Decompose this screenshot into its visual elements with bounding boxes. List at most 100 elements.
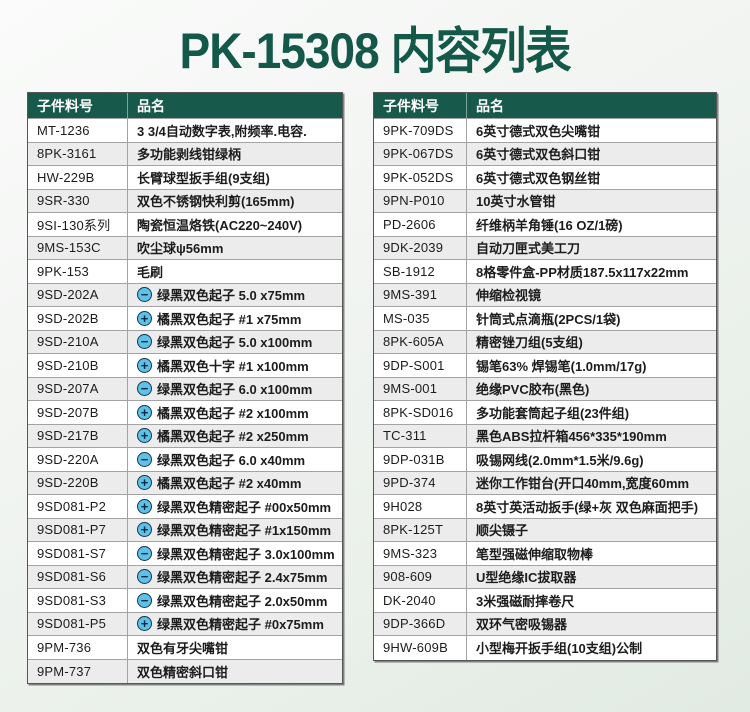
- product-name-text: 小型梅开扳手组(10支组)公制: [476, 641, 643, 657]
- product-name-text: 绿黑双色精密起子 #1x150mm: [157, 523, 332, 539]
- part-number: 9SR-330: [28, 189, 128, 212]
- table-row: 9DK-2039 自动刀匣式美工刀: [374, 236, 716, 260]
- part-number: 9HW-609B: [374, 636, 467, 660]
- part-number: 9DP-366D: [374, 612, 467, 635]
- product-name: 吸锡网线(2.0mm*1.5米/9.6g): [467, 448, 716, 471]
- product-name: 针筒式点滴瓶(2PCS/1袋): [467, 307, 716, 330]
- table-row: 9MS-001 绝缘PVC胶布(黑色): [374, 377, 716, 401]
- product-name: 绝缘PVC胶布(黑色): [467, 378, 716, 401]
- product-name: 8英寸英活动扳手(绿+灰 双色麻面把手): [467, 495, 716, 518]
- part-number: 9MS-001: [374, 377, 467, 400]
- product-name-text: 橘黑双色起子 #1 x75mm: [157, 311, 302, 327]
- table-row: SB-1912 8格零件盒-PP材质187.5x117x22mm: [374, 260, 716, 284]
- product-name: 双色不锈钢快利剪(165mm): [128, 190, 342, 213]
- product-name-text: 6英寸德式双色尖嘴钳: [476, 123, 601, 139]
- plus-icon: +: [137, 616, 152, 632]
- product-name: 10英寸水管钳: [467, 190, 716, 213]
- part-number: 9PK-067DS: [374, 142, 467, 165]
- product-name-text: 橘黑双色起子 #2 x250mm: [157, 429, 309, 445]
- product-name-text: 绿黑双色起子 6.0 x40mm: [157, 452, 306, 468]
- table-row: 9MS-391 伸缩检视镜: [374, 283, 716, 307]
- product-name-text: U型绝缘IC拔取器: [476, 570, 577, 586]
- product-name-text: 绿黑双色起子 5.0 x100mm: [157, 335, 313, 351]
- product-name: 3米强磁耐摔卷尺: [467, 589, 716, 612]
- table-body: MT-1236 3 3/4自动数字表,附频率.电容. 8PK-3161 多功能剥…: [28, 119, 342, 683]
- product-name-text: 绝缘PVC胶布(黑色): [476, 382, 590, 398]
- product-name-text: 绿黑双色起子 5.0 x75mm: [157, 288, 306, 304]
- table-row: 9SD081-S3 − 绿黑双色精密起子 2.0x50mm: [28, 589, 342, 613]
- product-name-text: 绿黑双色起子 6.0 x100mm: [157, 382, 313, 398]
- product-name: 陶瓷恒温烙铁(AC220~240V): [128, 213, 342, 236]
- table-row: MS-035 针筒式点滴瓶(2PCS/1袋): [374, 307, 716, 331]
- part-number: 9SD-210B: [28, 354, 128, 377]
- product-name-text: 自动刀匣式美工刀: [476, 241, 581, 257]
- part-number: 9SD081-P7: [28, 518, 128, 541]
- product-name-text: 针筒式点滴瓶(2PCS/1袋): [476, 311, 621, 327]
- table-row: 9DP-031B 吸锡网线(2.0mm*1.5米/9.6g): [374, 448, 716, 472]
- product-name-text: 3 3/4自动数字表,附频率.电容.: [137, 123, 307, 139]
- table-row: 9SD-202A − 绿黑双色起子 5.0 x75mm: [28, 283, 342, 307]
- product-name: + 橘黑双色十字 #1 x100mm: [128, 354, 342, 377]
- part-number: MT-1236: [28, 119, 128, 142]
- part-number: MS-035: [374, 307, 467, 330]
- product-name: − 绿黑双色精密起子 2.4x75mm: [128, 566, 342, 589]
- product-name: + 橘黑双色起子 #2 x40mm: [128, 472, 342, 495]
- table-row: 9DP-S001 锡笔63% 焊锡笔(1.0mm/17g): [374, 354, 716, 378]
- part-number: 9SD-207B: [28, 401, 128, 424]
- part-number: 9PK-052DS: [374, 166, 467, 189]
- table-row: 9DP-366D 双环气密吸锡器: [374, 612, 716, 636]
- table-row: 9SD-220A − 绿黑双色起子 6.0 x40mm: [28, 448, 342, 472]
- part-number: 9MS-391: [374, 283, 467, 306]
- table-row: 9SR-330 双色不锈钢快利剪(165mm): [28, 189, 342, 213]
- product-name: 毛刷: [128, 260, 342, 283]
- plus-icon: +: [137, 428, 152, 444]
- table-row: 9SI-130系列 陶瓷恒温烙铁(AC220~240V): [28, 213, 342, 237]
- table-row: 9SD-207A − 绿黑双色起子 6.0 x100mm: [28, 377, 342, 401]
- table-row: 9PM-736 双色有牙尖嘴钳: [28, 636, 342, 660]
- product-name-text: 绿黑双色精密起子 3.0x100mm: [157, 546, 335, 562]
- product-name: 锡笔63% 焊锡笔(1.0mm/17g): [467, 354, 716, 377]
- part-number: 9DP-031B: [374, 448, 467, 471]
- minus-icon: −: [137, 451, 152, 467]
- table-row: 9PN-P010 10英寸水管钳: [374, 189, 716, 213]
- product-name-text: 多功能剥线钳绿柄: [137, 147, 242, 163]
- part-number: 9SD-210A: [28, 330, 128, 353]
- table-row: 9SD081-S6 − 绿黑双色精密起子 2.4x75mm: [28, 565, 342, 589]
- product-name-text: 6英寸德式双色钢丝钳: [476, 170, 601, 186]
- part-number: 9PM-737: [28, 659, 128, 683]
- product-name-text: 橘黑双色十字 #1 x100mm: [157, 358, 309, 374]
- table-row: 9PK-709DS 6英寸德式双色尖嘴钳: [374, 119, 716, 143]
- table-header: 子件料号 品名: [374, 93, 716, 119]
- part-number: 9PD-374: [374, 471, 467, 494]
- product-name: − 绿黑双色精密起子 3.0x100mm: [128, 542, 342, 565]
- product-name-text: 纤维柄羊角锤(16 OZ/1磅): [476, 217, 623, 233]
- parts-table-left: 子件料号 品名 MT-1236 3 3/4自动数字表,附频率.电容. 8PK-3…: [27, 92, 343, 684]
- minus-icon: −: [137, 592, 152, 608]
- table-row: PD-2606 纤维柄羊角锤(16 OZ/1磅): [374, 213, 716, 237]
- minus-icon: −: [137, 287, 152, 303]
- product-name: 双色有牙尖嘴钳: [128, 636, 342, 659]
- part-number: 8PK-SD016: [374, 401, 467, 424]
- product-name: + 绿黑双色精密起子 #00x50mm: [128, 495, 342, 518]
- plus-icon: +: [137, 404, 152, 420]
- product-name: 小型梅开扳手组(10支组)公制: [467, 636, 716, 660]
- table-row: 9SD-217B + 橘黑双色起子 #2 x250mm: [28, 424, 342, 448]
- product-name: + 橘黑双色起子 #2 x250mm: [128, 425, 342, 448]
- product-name-text: 笔型强磁伸缩取物棒: [476, 546, 594, 562]
- part-number: 9SI-130系列: [28, 213, 128, 236]
- part-number: PD-2606: [374, 213, 467, 236]
- table-row: 9PK-153 毛刷: [28, 260, 342, 284]
- product-name: 迷你工作钳台(开口40mm,宽度60mm: [467, 472, 716, 495]
- table-row: 9SD-210B + 橘黑双色十字 #1 x100mm: [28, 354, 342, 378]
- product-name: + 绿黑双色精密起子 #1x150mm: [128, 519, 342, 542]
- product-name: 多功能套筒起子组(23件组): [467, 401, 716, 424]
- product-name-text: 双环气密吸锡器: [476, 617, 568, 633]
- product-name-text: 3米强磁耐摔卷尺: [476, 593, 575, 609]
- part-number: 9SD081-S3: [28, 589, 128, 612]
- product-name: − 绿黑双色起子 5.0 x100mm: [128, 331, 342, 354]
- product-name: 笔型强磁伸缩取物棒: [467, 542, 716, 565]
- product-name-text: 长臂球型扳手组(9支组): [137, 170, 270, 186]
- product-name-text: 6英寸德式双色斜口钳: [476, 147, 601, 163]
- product-name-text: 绿黑双色精密起子 2.0x50mm: [157, 593, 328, 609]
- part-number: 9SD-202A: [28, 283, 128, 306]
